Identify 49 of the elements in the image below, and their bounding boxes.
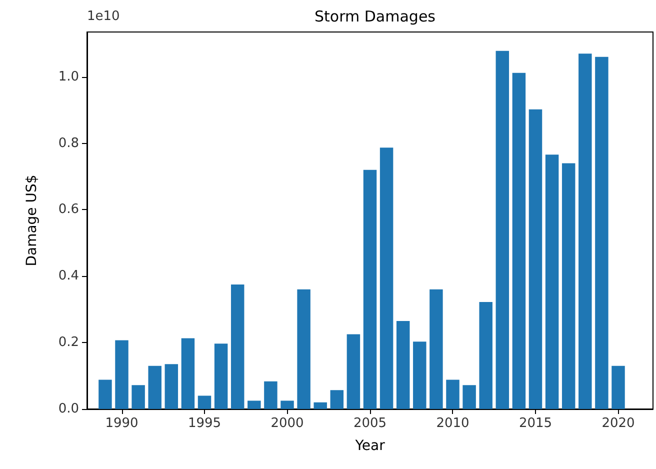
bar [462,385,476,409]
bar [314,402,327,409]
x-axis-title: Year [354,438,386,454]
bar [363,170,377,409]
x-tick-label: 2010 [436,416,470,431]
bar [512,72,526,409]
bar [248,400,261,409]
bar [545,154,559,409]
x-tick-label: 2000 [270,416,304,431]
bar [446,380,460,409]
bar [297,289,310,409]
y-tick-label: 0.6 [58,202,79,218]
bar [148,366,162,409]
bar [98,380,112,409]
y-tick-label: 0.8 [58,136,79,151]
bar [562,163,576,409]
x-tick-label: 1995 [188,416,222,431]
bar [578,54,592,409]
y-tick-label: 0.2 [58,335,79,350]
bar [528,109,542,409]
bar [280,400,294,409]
y-tick-label: 1.0 [58,69,79,84]
x-tick-label: 1990 [105,416,138,431]
bar [330,390,344,409]
bar [380,148,394,409]
bar [479,302,492,409]
chart-title: Storm Damages [314,8,436,26]
bar [430,289,443,409]
bar [115,340,128,409]
bar [496,50,510,409]
bar [198,396,212,409]
bar [346,334,360,409]
x-tick-label: 2005 [353,416,387,431]
bar [612,366,625,409]
x-tick-label: 2020 [602,416,635,431]
bar [230,284,244,409]
bar [396,320,410,409]
bar [413,342,426,409]
bar [264,381,278,409]
x-tick-label: 2015 [518,416,552,431]
bar [181,338,195,409]
y-axis-title: Damage US$ [24,174,40,266]
bar [132,385,145,409]
bar [595,56,608,409]
bar [214,344,228,409]
text: 1e10 [87,9,120,24]
y-tick-label: 0.4 [58,268,79,284]
y-tick-label: 0.0 [58,402,79,416]
bar [164,364,178,409]
